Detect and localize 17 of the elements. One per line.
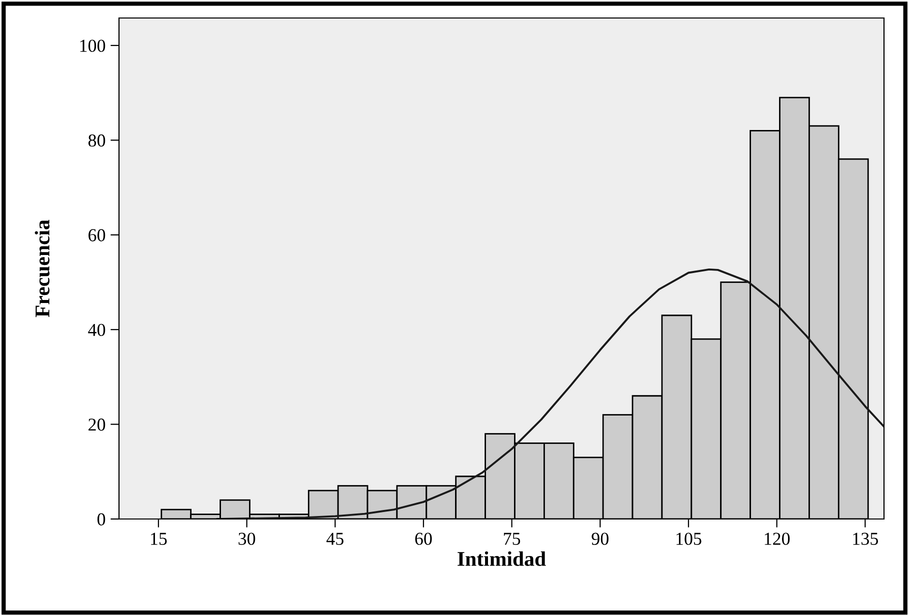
y-tick-label: 20 [88, 418, 106, 431]
x-tick-label: 120 [764, 532, 790, 545]
x-tick-label: 135 [853, 532, 878, 545]
y-tick-label: 100 [80, 40, 106, 52]
x-tick-label: 75 [504, 532, 520, 545]
x-tick-label: 45 [326, 532, 344, 545]
x-axis-title: Intimidad [458, 551, 546, 566]
y-tick-label: 40 [88, 324, 106, 336]
y-tick-label: 80 [88, 134, 106, 147]
x-tick-label: 105 [676, 532, 702, 545]
y-axis-title: Frecuencia [34, 220, 50, 318]
y-tick-label: 60 [88, 229, 106, 242]
x-tick-label: 30 [238, 532, 256, 545]
y-tick-label: 0 [97, 513, 106, 526]
x-tick-label: 15 [151, 532, 167, 545]
x-tick-label: 60 [415, 532, 432, 545]
x-tick-label: 90 [592, 532, 608, 545]
